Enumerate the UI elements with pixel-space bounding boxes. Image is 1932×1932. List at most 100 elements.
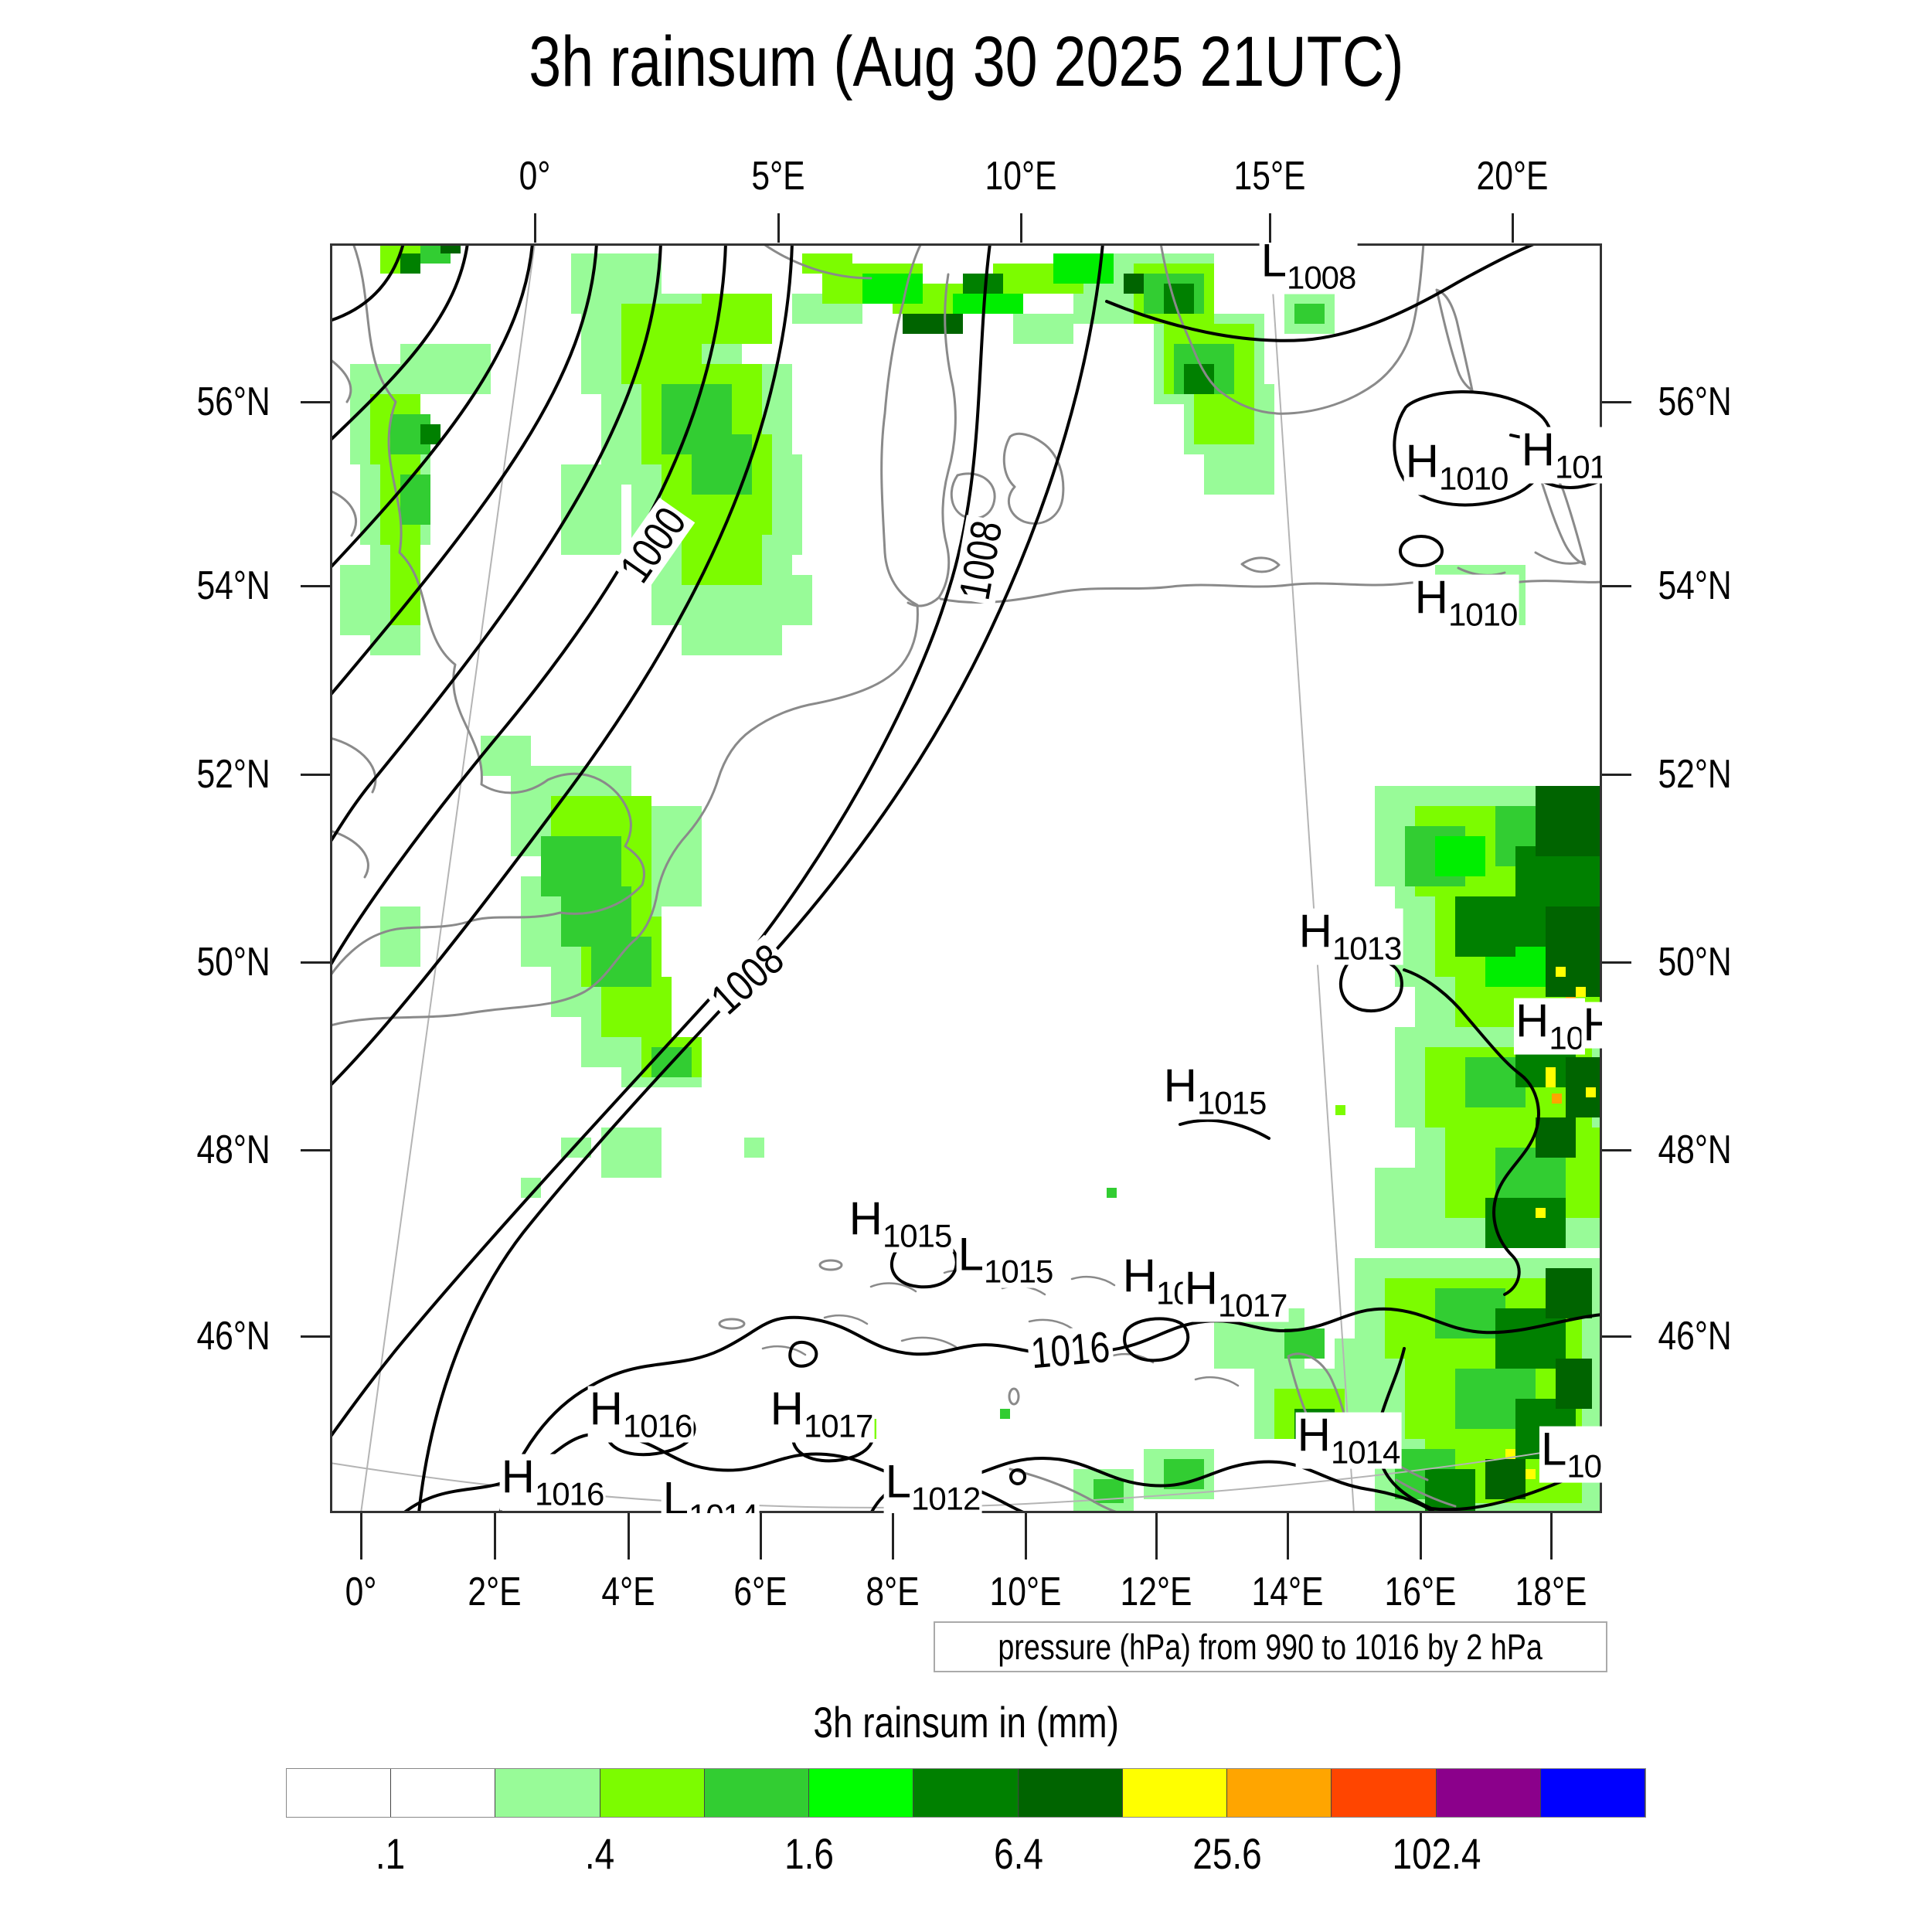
colorbar-tick-label-text: 102.4: [1392, 1829, 1481, 1878]
pressure-marker-letter: L: [1260, 243, 1287, 287]
pressure-marker-letter: H: [1414, 571, 1448, 624]
colorbar-cell: [809, 1769, 914, 1817]
pressure-marker-value: 1015: [1196, 1084, 1267, 1121]
pressure-marker-H: H1016: [499, 1454, 606, 1512]
pressure-marker-H: H1015: [847, 1192, 954, 1254]
axis-right-label: 56°N: [1650, 379, 1828, 425]
pressure-marker-value: 1015: [882, 1217, 952, 1254]
pressure-marker-value: 1015: [983, 1253, 1053, 1290]
axis-right-tick: [1602, 774, 1631, 776]
colorbar-tick-label: 1.6: [779, 1828, 839, 1879]
pressure-marker-L: L10: [1539, 1426, 1602, 1485]
pressure-marker-letter: L: [1540, 1423, 1567, 1475]
pressure-marker-letter: H: [1163, 1060, 1197, 1112]
axis-bottom-tick: [1287, 1513, 1289, 1560]
pressure-marker-H: H1015: [1162, 1063, 1268, 1120]
colorbar-tick-label: 6.4: [988, 1828, 1049, 1879]
axis-top-label-text: 0°: [519, 154, 551, 199]
pressure-marker-letter: H: [1298, 905, 1332, 957]
axis-top-label: 15°E: [1226, 153, 1313, 199]
pressure-marker-value: 1010: [1438, 460, 1509, 497]
colorbar-tick-label: .1: [372, 1828, 409, 1879]
pressure-marker-value: 1012: [910, 1480, 981, 1513]
axis-right-tick: [1602, 585, 1631, 587]
pressure-marker-letter: H: [849, 1192, 883, 1245]
axis-top-label: 10°E: [977, 153, 1064, 199]
pressure-marker-value: 10: [1549, 1019, 1584, 1056]
axis-bottom-tick: [1420, 1513, 1422, 1560]
axis-bottom-tick: [360, 1513, 362, 1560]
pressure-marker-H: H1013: [1297, 905, 1403, 967]
axis-right-label-text: 52°N: [1658, 752, 1732, 797]
axis-left-label: 50°N: [100, 939, 278, 985]
axis-bottom-label-text: 0°: [345, 1570, 377, 1614]
pressure-marker-H: H1010: [1403, 438, 1510, 497]
axis-bottom-tick: [1550, 1513, 1553, 1560]
colorbar-cell: [704, 1769, 810, 1817]
axis-bottom-label-text: 16°E: [1384, 1570, 1457, 1614]
axis-bottom-label-text: 10°E: [989, 1570, 1062, 1614]
colorbar-cell: [600, 1769, 705, 1817]
axis-bottom-label: 14°E: [1243, 1569, 1331, 1615]
axis-bottom-tick: [1155, 1513, 1158, 1560]
axis-left-tick: [301, 401, 330, 403]
axis-top-label-text: 15°E: [1233, 154, 1306, 199]
axis-top-tick: [777, 213, 780, 243]
pressure-marker-letter: H: [1297, 1409, 1331, 1461]
pressure-marker-value: 1016: [534, 1475, 604, 1512]
axis-left-label-text: 52°N: [196, 752, 270, 797]
axis-bottom-tick: [1025, 1513, 1027, 1560]
colorbar-tick-label-text: 1.6: [784, 1829, 834, 1878]
map-graphic: [330, 243, 1602, 1513]
pressure-marker-letter: H: [1583, 998, 1602, 1051]
axis-top-label: 20°E: [1468, 153, 1556, 199]
pressure-marker-value: 1013: [1332, 930, 1402, 967]
axis-left-tick: [301, 774, 330, 776]
colorbar-tick-label-text: .4: [584, 1829, 615, 1878]
colorbar-title-text: 3h rainsum in (mm): [813, 1698, 1119, 1747]
pressure-marker-value: 1017: [803, 1407, 873, 1444]
axis-bottom-label: 6°E: [728, 1569, 793, 1615]
pressure-marker-value: 10: [1566, 1447, 1602, 1485]
axis-top-label: 0°: [515, 153, 554, 199]
pressure-marker-H: H1014: [1295, 1409, 1402, 1471]
pressure-marker-L: L1014: [661, 1472, 760, 1513]
axis-right-tick: [1602, 1335, 1631, 1338]
axis-right-label: 48°N: [1650, 1127, 1828, 1173]
colorbar-tick-label-text: 25.6: [1192, 1829, 1263, 1878]
axis-left-tick: [301, 1335, 330, 1338]
colorbar-cell: [1227, 1769, 1332, 1817]
pressure-legend-text: pressure (hPa) from 990 to 1016 by 2 hPa: [998, 1627, 1543, 1667]
pressure-marker-H: H1017: [1182, 1262, 1289, 1322]
pressure-marker-letter: L: [662, 1472, 689, 1513]
pressure-marker-letter: H: [589, 1383, 623, 1435]
axis-top-tick: [534, 213, 536, 243]
axis-bottom-label-text: 12°E: [1120, 1570, 1192, 1614]
axis-bottom-label-text: 18°E: [1515, 1570, 1587, 1614]
pressure-marker-letter: L: [885, 1455, 911, 1508]
axis-left-label-text: 56°N: [196, 379, 270, 424]
pressure-marker-H: H10: [1513, 998, 1586, 1056]
pressure-marker-L: L1015: [956, 1228, 1055, 1290]
pressure-marker-value: 1008: [1286, 259, 1356, 296]
pressure-marker-value: 1014: [1330, 1434, 1400, 1471]
pressure-legend-box: pressure (hPa) from 990 to 1016 by 2 hPa: [934, 1621, 1607, 1672]
axis-bottom-label: 12°E: [1112, 1569, 1199, 1615]
colorbar-tick-label-text: .1: [376, 1829, 406, 1878]
pressure-marker-H: H1010: [1519, 427, 1602, 484]
pressure-marker-letter: H: [1184, 1262, 1218, 1315]
axis-left-label: 48°N: [100, 1127, 278, 1173]
pressure-marker-H: H: [1581, 1002, 1602, 1049]
pressure-marker-H: H1017: [768, 1386, 875, 1444]
axis-bottom-label-text: 8°E: [866, 1570, 920, 1614]
axis-bottom-label: 18°E: [1507, 1569, 1594, 1615]
axis-bottom-label: 8°E: [860, 1569, 925, 1615]
pressure-marker-letter: L: [957, 1228, 984, 1281]
pressure-marker-H: H1010: [1413, 571, 1519, 631]
axis-left-label-text: 54°N: [196, 563, 270, 608]
axis-right-tick: [1602, 401, 1631, 403]
axis-bottom-label: 4°E: [596, 1569, 661, 1615]
axis-left-label: 54°N: [100, 563, 278, 609]
